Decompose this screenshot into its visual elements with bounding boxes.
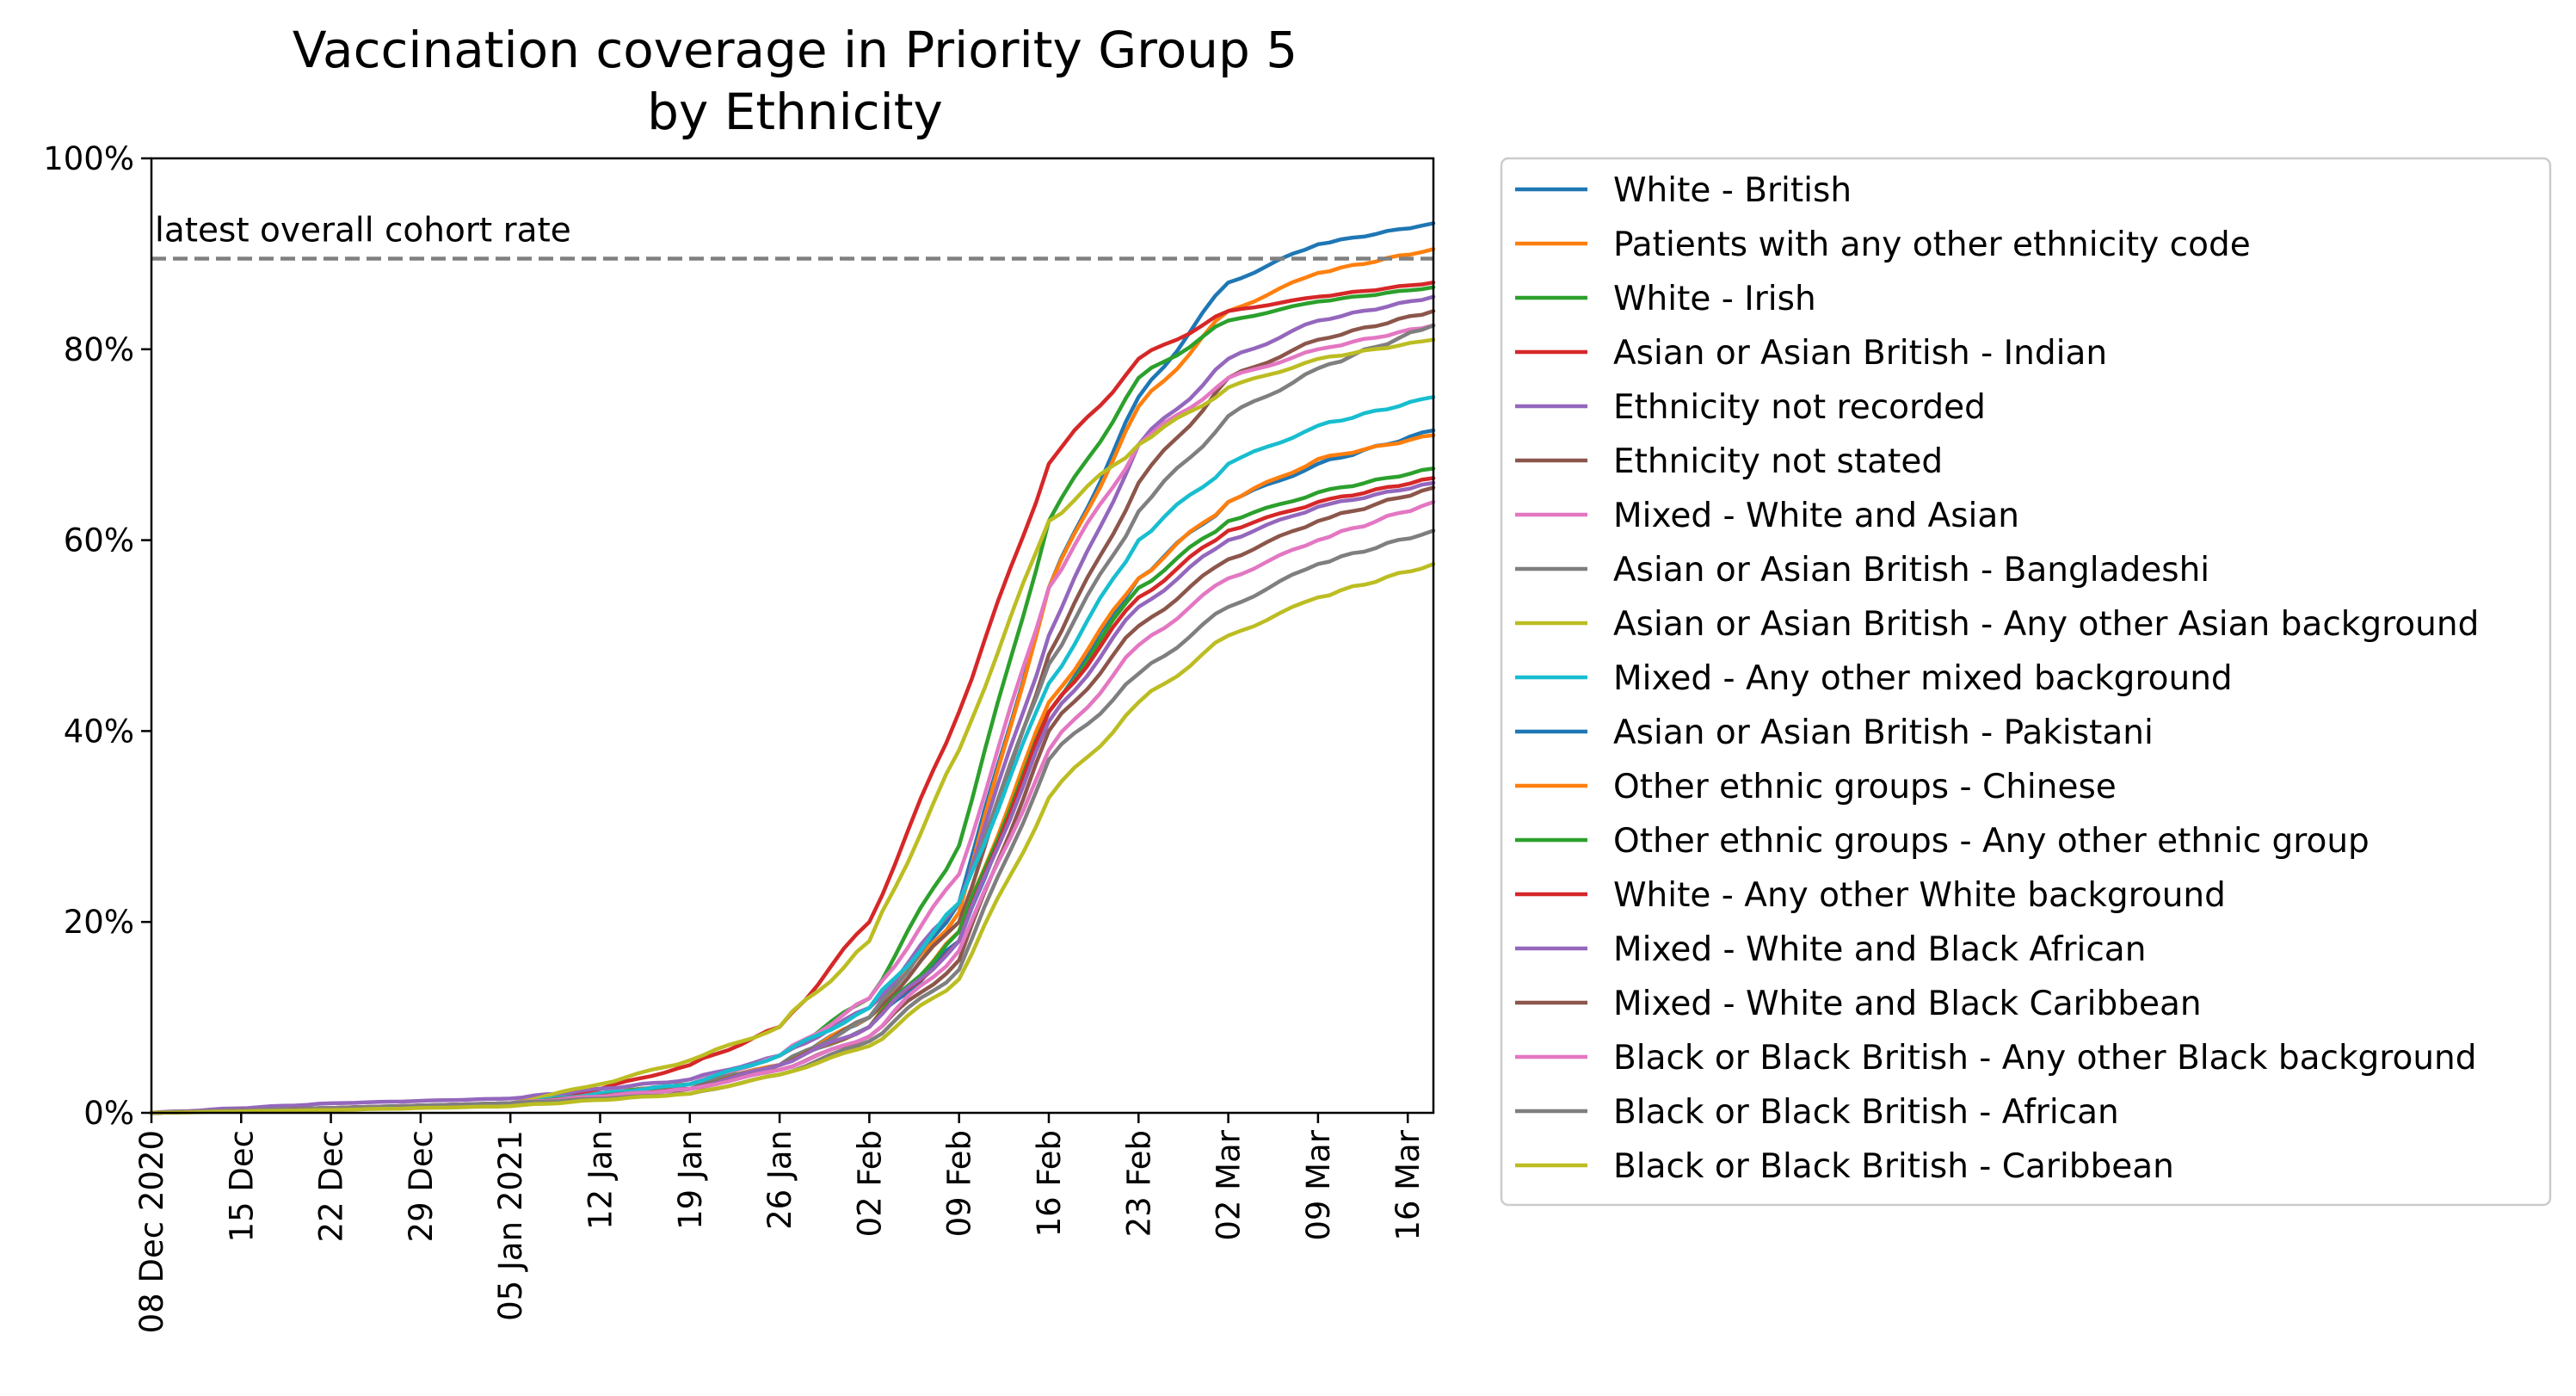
series-line xyxy=(149,221,1436,1115)
y-tick-label: 0% xyxy=(83,1095,134,1132)
y-tick-label: 100% xyxy=(43,140,134,177)
legend-entry: Black or Black British - Caribbean xyxy=(1613,1147,2174,1186)
y-tick-label: 20% xyxy=(64,904,134,941)
legend-entry: Mixed - White and Black Caribbean xyxy=(1613,985,2202,1023)
series-line xyxy=(149,285,1436,1115)
axes-layer: 0% 20% 40% 60% 80% 100% 08 Dec 2020 15 Dec 22 De… xyxy=(43,140,1435,1333)
chart-title-line-1: Vaccination coverage in Priority Group 5 xyxy=(293,21,1297,79)
legend-entry: Mixed - White and Asian xyxy=(1613,497,2019,535)
x-tick-label: 19 Jan xyxy=(672,1130,709,1230)
legend-entry: Ethnicity not stated xyxy=(1613,442,1943,481)
x-tick-label: 02 Feb xyxy=(851,1130,888,1237)
legend-entry: Black or Black British - Any other Black… xyxy=(1613,1039,2477,1078)
x-tick-label: 09 Mar xyxy=(1300,1129,1337,1240)
x-tick-label: 23 Feb xyxy=(1120,1130,1157,1237)
legend-entry: Other ethnic groups - Any other ethnic g… xyxy=(1613,822,2370,861)
series-line xyxy=(149,309,1436,1115)
y-tick-label: 80% xyxy=(64,331,134,368)
series-line xyxy=(149,466,1436,1115)
series-line xyxy=(149,485,1436,1115)
series-line xyxy=(149,323,1436,1115)
x-tick-label: 26 Jan xyxy=(761,1130,798,1230)
legend-frame xyxy=(1500,157,2552,1207)
chart-title: Vaccination coverage in Priority Group 5… xyxy=(293,21,1297,141)
x-tick-label: 05 Jan 2021 xyxy=(492,1130,529,1321)
series-line xyxy=(149,395,1436,1115)
reference-layer: latest overall cohort rate xyxy=(151,211,1433,261)
series-line xyxy=(149,480,1436,1115)
x-tick-label: 16 Mar xyxy=(1390,1129,1427,1240)
legend-entry: Asian or Asian British - Any other Asian… xyxy=(1613,605,2479,644)
legend-entry: White - Irish xyxy=(1613,280,1816,318)
series-line xyxy=(149,294,1436,1115)
legend-entry: Asian or Asian British - Pakistani xyxy=(1613,713,2154,752)
legend-entry: White - Any other White background xyxy=(1613,876,2226,915)
series-line xyxy=(149,247,1436,1115)
series-line xyxy=(149,499,1436,1115)
x-tick-label: 16 Feb xyxy=(1031,1130,1068,1237)
y-tick-label: 40% xyxy=(64,713,134,750)
legend: White - British Patients with any other e… xyxy=(1500,157,2552,1207)
legend-entry: Patients with any other ethnicity code xyxy=(1613,225,2251,264)
series-layer xyxy=(149,221,1436,1115)
legend-entry: Asian or Asian British - Indian xyxy=(1613,334,2107,373)
legend-entry: Other ethnic groups - Chinese xyxy=(1613,768,2117,806)
legend-entry: Black or Black British - African xyxy=(1613,1093,2119,1132)
reference-line-label: latest overall cohort rate xyxy=(155,211,571,250)
legend-entry: Mixed - White and Black African xyxy=(1613,930,2146,969)
x-tick-label: 08 Dec 2020 xyxy=(133,1130,170,1333)
legend-entry: White - British xyxy=(1613,171,1852,210)
legend-entry: Asian or Asian British - Bangladeshi xyxy=(1613,551,2209,590)
x-tick-label: 09 Feb xyxy=(941,1130,978,1237)
x-tick-label: 15 Dec xyxy=(223,1130,260,1242)
legend-entry: Ethnicity not recorded xyxy=(1613,388,1986,427)
series-line xyxy=(149,528,1436,1115)
x-tick-label: 02 Mar xyxy=(1211,1129,1248,1240)
series-line xyxy=(149,323,1436,1115)
plot-frame xyxy=(150,157,1435,1115)
y-tick-label: 60% xyxy=(64,522,134,559)
x-tick-label: 12 Jan xyxy=(582,1130,619,1230)
series-line xyxy=(149,562,1436,1115)
legend-entry: Mixed - Any other mixed background xyxy=(1613,659,2233,698)
chart-title-line-2: by Ethnicity xyxy=(647,83,943,141)
x-tick-label: 22 Dec xyxy=(313,1130,350,1242)
x-tick-label: 29 Dec xyxy=(403,1130,440,1242)
